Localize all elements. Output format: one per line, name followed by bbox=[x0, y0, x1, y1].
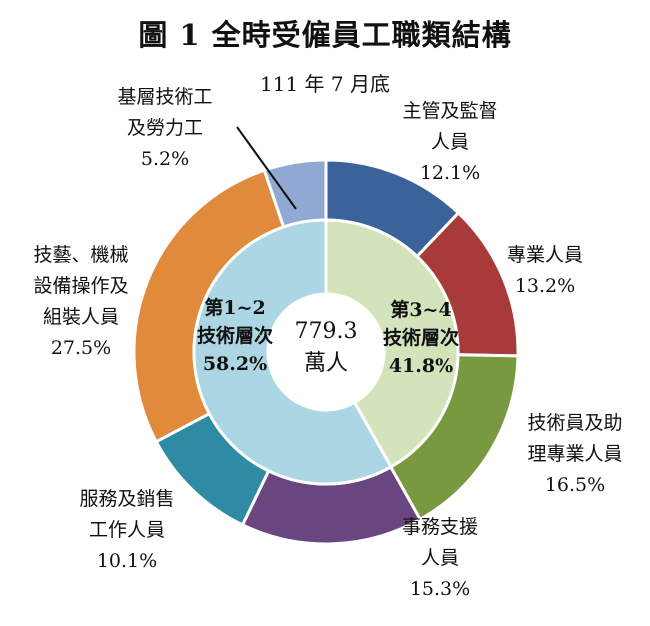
inner-label-pct: 58.2% bbox=[202, 353, 268, 375]
label-clerical-support: 事務支援 人員 15.3% bbox=[375, 512, 505, 605]
label-line: 設備操作及 bbox=[33, 275, 129, 297]
label-line: 及勞力工 bbox=[126, 117, 203, 139]
label-technicians: 技術員及助 理專業人員 16.5% bbox=[500, 408, 650, 501]
chart-title: 圖 1 全時受僱員工職類結構 bbox=[138, 18, 512, 52]
label-managers: 主管及監督 人員 12.1% bbox=[375, 96, 525, 189]
label-pct: 10.1% bbox=[96, 550, 158, 572]
label-pct: 16.5% bbox=[544, 474, 606, 496]
center-hole bbox=[268, 294, 384, 410]
label-craft-operators: 技藝、機械 設備操作及 組裝人員 27.5% bbox=[6, 240, 156, 364]
label-line: 組裝人員 bbox=[42, 306, 119, 328]
label-line: 主管及監督 bbox=[402, 100, 498, 122]
inner-label-level-1-2: 第1~2 技術層次 58.2% bbox=[180, 294, 290, 378]
label-pct: 13.2% bbox=[514, 275, 576, 297]
inner-label-line: 技術層次 bbox=[382, 327, 459, 349]
label-line: 服務及銷售 bbox=[79, 488, 175, 510]
label-line: 技術員及助 bbox=[527, 412, 623, 434]
label-pct: 12.1% bbox=[419, 162, 481, 184]
label-line: 人員 bbox=[430, 131, 469, 153]
label-professionals: 專業人員 13.2% bbox=[470, 240, 620, 302]
label-line: 理專業人員 bbox=[527, 443, 623, 465]
label-pct: 27.5% bbox=[50, 337, 112, 359]
label-line: 工作人員 bbox=[88, 519, 165, 541]
label-pct: 5.2% bbox=[140, 148, 190, 170]
center-total-label: 779.3 萬人 bbox=[266, 316, 386, 380]
label-elementary-labourers: 基層技術工 及勞力工 5.2% bbox=[90, 82, 240, 175]
label-service-sales: 服務及銷售 工作人員 10.1% bbox=[52, 484, 202, 577]
outer-ring bbox=[132, 158, 520, 546]
inner-ring bbox=[192, 218, 460, 486]
center-total-unit: 萬人 bbox=[303, 351, 348, 376]
label-line: 人員 bbox=[420, 547, 459, 569]
inner-label-line: 第3~4 bbox=[390, 299, 452, 321]
inner-label-pct: 41.8% bbox=[388, 355, 454, 377]
inner-label-line: 第1~2 bbox=[204, 297, 266, 319]
label-line: 專業人員 bbox=[506, 244, 583, 266]
inner-label-line: 技術層次 bbox=[196, 325, 273, 347]
chart-subtitle: 111 年 7 月底 bbox=[260, 72, 390, 96]
label-line: 技藝、機械 bbox=[33, 244, 129, 266]
label-pct: 15.3% bbox=[409, 578, 471, 600]
leader-line bbox=[236, 126, 297, 210]
label-line: 事務支援 bbox=[401, 516, 478, 538]
label-line: 基層技術工 bbox=[117, 86, 213, 108]
inner-label-level-3-4: 第3~4 技術層次 41.8% bbox=[366, 296, 476, 380]
center-total-value: 779.3 bbox=[294, 319, 358, 344]
